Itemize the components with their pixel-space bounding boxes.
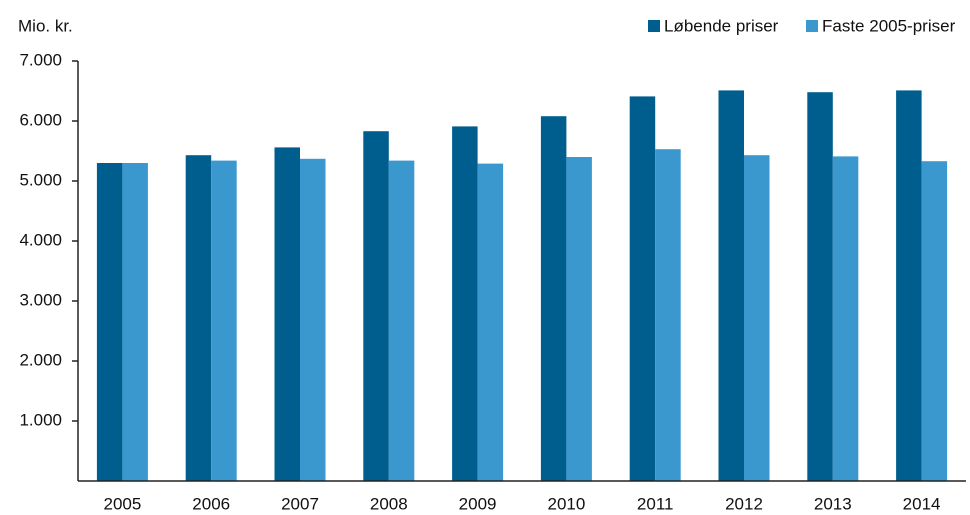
y-tick-label: 3.000 (19, 290, 62, 309)
x-tick-label: 2009 (459, 494, 497, 513)
bar (540, 116, 567, 481)
x-tick-label: 2014 (903, 494, 941, 513)
bar (96, 163, 123, 481)
legend-label: Faste 2005-priser (822, 16, 956, 35)
bar (896, 90, 922, 482)
x-tick-label: 2011 (637, 494, 674, 513)
x-tick-label: 2008 (370, 494, 408, 513)
bar (388, 160, 415, 481)
bar (452, 126, 478, 482)
bar (807, 92, 833, 481)
x-tick-label: 2005 (103, 494, 141, 513)
bar (655, 149, 681, 481)
y-tick-label: 7.000 (19, 50, 62, 69)
x-tick-label: 2012 (725, 494, 763, 513)
legend-swatch (648, 20, 660, 32)
y-tick-label: 6.000 (19, 110, 62, 129)
x-tick-label: 2006 (192, 494, 230, 513)
y-tick-label: 5.000 (19, 170, 62, 189)
legend-swatch (806, 20, 818, 32)
bar (744, 155, 770, 481)
x-tick-label: 2013 (814, 494, 852, 513)
bar (185, 155, 212, 481)
bar (566, 157, 592, 481)
legend-label: Løbende priser (664, 16, 779, 35)
bar (921, 161, 948, 481)
bar (363, 131, 389, 481)
y-tick-label: 2.000 (19, 350, 62, 369)
y-tick-label: 1.000 (19, 410, 62, 429)
bar (629, 96, 656, 482)
bar (832, 156, 859, 481)
y-tick-label: 4.000 (19, 230, 62, 249)
bar (477, 163, 504, 481)
y-axis-label: Mio. kr. (18, 16, 73, 35)
x-tick-label: 2010 (547, 494, 585, 513)
x-tick-label: 2007 (281, 494, 319, 513)
bar (300, 158, 326, 482)
bar (211, 160, 237, 481)
bar (718, 90, 744, 482)
bar (122, 163, 148, 481)
bar (274, 147, 300, 481)
